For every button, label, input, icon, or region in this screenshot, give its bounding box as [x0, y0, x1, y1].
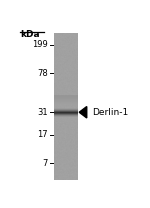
- Text: 7: 7: [42, 159, 48, 168]
- Text: 31: 31: [37, 108, 48, 117]
- Text: Derlin-1: Derlin-1: [93, 108, 129, 117]
- Text: 199: 199: [32, 41, 48, 50]
- Polygon shape: [79, 106, 87, 118]
- Text: 17: 17: [37, 130, 48, 139]
- Text: kDa: kDa: [20, 30, 40, 39]
- Text: 78: 78: [37, 68, 48, 78]
